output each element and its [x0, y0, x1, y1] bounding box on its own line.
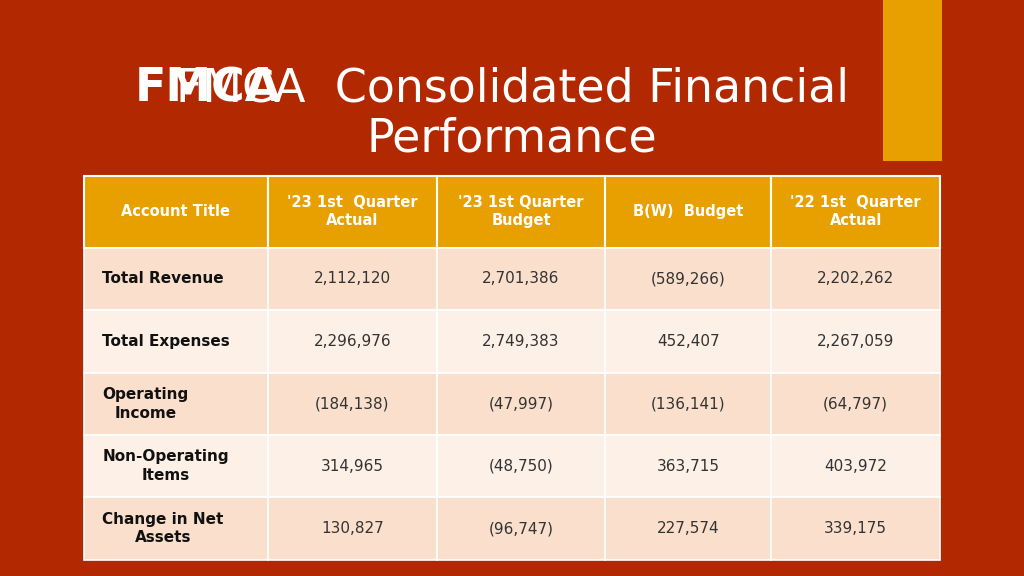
Bar	[771, 248, 940, 310]
Bar	[268, 310, 436, 373]
Bar	[771, 435, 940, 498]
Text: (64,797): (64,797)	[823, 396, 888, 411]
Text: 130,827: 130,827	[321, 521, 384, 536]
Text: 2,701,386: 2,701,386	[482, 271, 560, 286]
Bar	[84, 310, 268, 373]
Text: Total Revenue: Total Revenue	[102, 271, 224, 286]
Text: B(W)  Budget: B(W) Budget	[633, 204, 743, 219]
Bar	[268, 435, 436, 498]
Text: '23 1st  Quarter
Actual: '23 1st Quarter Actual	[287, 195, 418, 229]
Text: Operating
Income: Operating Income	[102, 387, 188, 420]
Text: 2,112,120: 2,112,120	[313, 271, 391, 286]
Bar	[268, 176, 436, 248]
Text: 452,407: 452,407	[657, 334, 720, 349]
Text: 227,574: 227,574	[657, 521, 720, 536]
Bar	[268, 498, 436, 560]
Text: 314,965: 314,965	[321, 458, 384, 473]
Bar	[771, 498, 940, 560]
Text: Total Expenses: Total Expenses	[102, 334, 230, 349]
Bar	[605, 498, 771, 560]
Bar	[605, 176, 771, 248]
Text: 2,202,262: 2,202,262	[817, 271, 894, 286]
Text: 339,175: 339,175	[824, 521, 887, 536]
Bar	[84, 498, 268, 560]
Text: Change in Net
Assets: Change in Net Assets	[102, 512, 224, 545]
Bar	[436, 435, 605, 498]
Bar	[605, 310, 771, 373]
Text: (47,997): (47,997)	[488, 396, 554, 411]
Text: Non-Operating
Items: Non-Operating Items	[102, 449, 229, 483]
Bar	[771, 176, 940, 248]
Bar	[771, 310, 940, 373]
Text: 403,972: 403,972	[824, 458, 887, 473]
Bar	[84, 435, 268, 498]
Bar	[84, 373, 268, 435]
Text: (48,750): (48,750)	[488, 458, 553, 473]
Text: (589,266): (589,266)	[651, 271, 726, 286]
Bar	[268, 373, 436, 435]
Bar	[436, 310, 605, 373]
Bar	[436, 373, 605, 435]
Text: 2,749,383: 2,749,383	[482, 334, 560, 349]
Bar	[605, 435, 771, 498]
Bar	[84, 248, 268, 310]
Text: 363,715: 363,715	[656, 458, 720, 473]
Bar	[883, 0, 942, 161]
Bar	[605, 373, 771, 435]
Bar	[268, 248, 436, 310]
Bar	[771, 373, 940, 435]
Text: FMCA: FMCA	[135, 67, 281, 112]
Text: (96,747): (96,747)	[488, 521, 554, 536]
Bar	[436, 498, 605, 560]
Text: (136,141): (136,141)	[651, 396, 726, 411]
Text: Performance: Performance	[367, 117, 657, 162]
Bar	[84, 176, 268, 248]
Bar	[436, 176, 605, 248]
Text: (184,138): (184,138)	[315, 396, 389, 411]
Text: '23 1st Quarter
Budget: '23 1st Quarter Budget	[458, 195, 584, 229]
Bar	[436, 248, 605, 310]
Text: FMCA  Consolidated Financial: FMCA Consolidated Financial	[175, 67, 849, 112]
Text: FMCA: FMCA	[439, 67, 585, 112]
Bar	[605, 248, 771, 310]
Text: '22 1st  Quarter
Actual: '22 1st Quarter Actual	[791, 195, 921, 229]
Text: Account Title: Account Title	[122, 204, 230, 219]
Text: 2,296,976: 2,296,976	[313, 334, 391, 349]
Text: 2,267,059: 2,267,059	[817, 334, 894, 349]
